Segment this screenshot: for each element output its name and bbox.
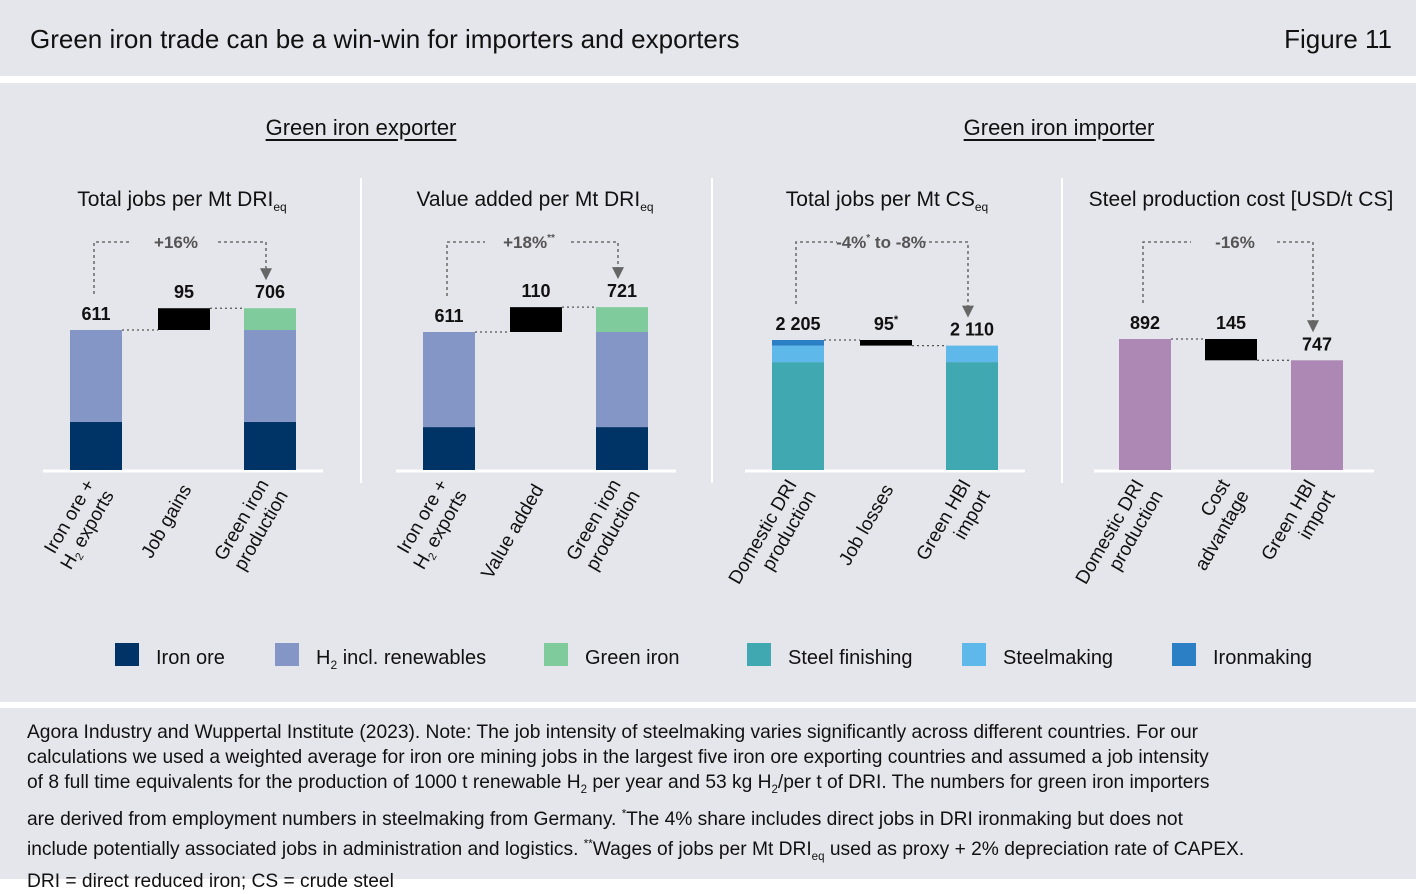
- legend-label: Iron ore: [156, 647, 225, 669]
- chart-title: Total jobs per Mt DRIeq: [77, 188, 286, 214]
- bar-segment: [70, 330, 122, 422]
- delta-bar: [860, 340, 912, 346]
- chart-title: Total jobs per Mt CSeq: [786, 188, 988, 214]
- footer: Agora Industry and Wuppertal Institute (…: [0, 708, 1416, 892]
- data-label: 2 110: [950, 320, 994, 340]
- section-title-importer: Green iron importer: [963, 115, 1155, 140]
- category-label: Iron ore +H2 exports: [38, 476, 121, 574]
- chart-panel: Green iron exporter Green iron importer …: [0, 83, 1416, 702]
- legend-label: Steelmaking: [1003, 647, 1113, 669]
- category-label: Domestic DRIproduction: [725, 476, 821, 599]
- footnote-line-2: calculations we used a weighted average …: [27, 747, 1209, 768]
- category-label: Green ironproduction: [211, 476, 293, 575]
- figure-label: Figure 11: [1284, 24, 1392, 54]
- footnote-line-5: include potentially associated jobs in a…: [27, 838, 1245, 863]
- bar-segment: [244, 421, 296, 470]
- annotation-label: -4%* to -8%: [836, 233, 926, 252]
- data-label: 95: [174, 282, 194, 302]
- annotation-arrowhead: [612, 267, 624, 280]
- legend-swatch: [747, 643, 771, 666]
- category-label: Job losses: [835, 481, 898, 569]
- category-label: Iron ore +H2 exports: [391, 476, 474, 574]
- annotation-bracket-left: [93, 241, 132, 294]
- chart-title: Steel production cost [USD/t CS]: [1089, 188, 1394, 211]
- bar-segment: [244, 330, 296, 422]
- footnote-line-3: of 8 full time equivalents for the produ…: [27, 772, 1210, 796]
- data-label: 95*: [874, 314, 899, 334]
- annotation-arrowhead: [962, 305, 974, 318]
- chart-title: Value added per Mt DRIeq: [416, 188, 653, 214]
- data-label: 747: [1302, 334, 1332, 354]
- bar-segment: [596, 332, 648, 428]
- bar-segment: [423, 332, 475, 428]
- page-title: Green iron trade can be a win-win for im…: [30, 24, 740, 54]
- category-label: Green ironproduction: [563, 476, 645, 575]
- legend-label: Green iron: [585, 647, 680, 669]
- annotation-arrowhead: [260, 268, 272, 281]
- legend-swatch: [1172, 643, 1196, 666]
- legend-label: H2 incl. renewables: [316, 647, 486, 672]
- bar-segment: [946, 345, 998, 363]
- legend-label: Ironmaking: [1213, 647, 1312, 669]
- data-label: 721: [607, 281, 637, 301]
- legend-swatch: [962, 643, 986, 666]
- bar-segment: [772, 340, 824, 346]
- bar-segment: [1119, 339, 1171, 470]
- category-label: Green HBIimport: [913, 475, 995, 575]
- annotation-label: -16%: [1215, 233, 1255, 252]
- footnote-line-1: Agora Industry and Wuppertal Institute (…: [27, 722, 1199, 743]
- bar-segment: [946, 362, 998, 470]
- delta-bar: [1205, 339, 1257, 361]
- annotation-bracket-right: [218, 241, 267, 271]
- bar-segment: [596, 307, 648, 332]
- section-title-exporter: Green iron exporter: [265, 115, 457, 140]
- bar-segment: [244, 308, 296, 330]
- delta-bar: [510, 307, 562, 332]
- category-label: Green HBIimport: [1258, 475, 1340, 575]
- delta-bar: [158, 308, 210, 330]
- legend-swatch: [544, 643, 568, 666]
- annotation-arrowhead: [1307, 320, 1319, 333]
- data-label: 145: [1216, 313, 1246, 333]
- data-label: 611: [434, 306, 463, 326]
- annotation-label: +16%: [154, 233, 198, 252]
- annotation-bracket-left: [795, 241, 837, 304]
- annotation-label: +18%**: [503, 233, 555, 252]
- footnote-line-4: are derived from employment numbers in s…: [27, 808, 1183, 831]
- bar-segment: [70, 421, 122, 470]
- data-label: 611: [81, 304, 110, 324]
- header: Green iron trade can be a win-win for im…: [0, 0, 1416, 76]
- footnote: Agora Industry and Wuppertal Institute (…: [27, 720, 1397, 894]
- footnote-line-6: DRI = direct reduced iron; CS = crude st…: [27, 871, 394, 893]
- category-label: Domestic DRIproduction: [1072, 476, 1168, 599]
- category-label: Value added: [477, 481, 548, 583]
- bar-segment: [1291, 360, 1343, 470]
- category-label: Job gains: [137, 481, 196, 562]
- bar-segment: [596, 427, 648, 470]
- bar-segment: [772, 345, 824, 363]
- bar-segment: [423, 427, 475, 470]
- data-label: 706: [255, 282, 285, 302]
- legend-label: Steel finishing: [788, 647, 913, 669]
- annotation-bracket-left: [1142, 241, 1191, 303]
- data-label: 2 205: [775, 314, 820, 334]
- category-label: Costadvantage: [1172, 475, 1254, 574]
- annotation-bracket-right: [571, 241, 619, 270]
- charts-svg: Total jobs per Mt DRIeq 611 95 706 +16% Iron …: [38, 178, 1394, 672]
- data-label: 110: [521, 281, 550, 301]
- legend-swatch: [275, 643, 299, 666]
- legend-swatch: [115, 643, 139, 666]
- annotation-bracket-right: [1277, 241, 1314, 323]
- annotation-bracket-right: [923, 241, 969, 308]
- annotation-bracket-left: [446, 241, 485, 296]
- bar-segment: [772, 362, 824, 470]
- data-label: 892: [1130, 313, 1160, 333]
